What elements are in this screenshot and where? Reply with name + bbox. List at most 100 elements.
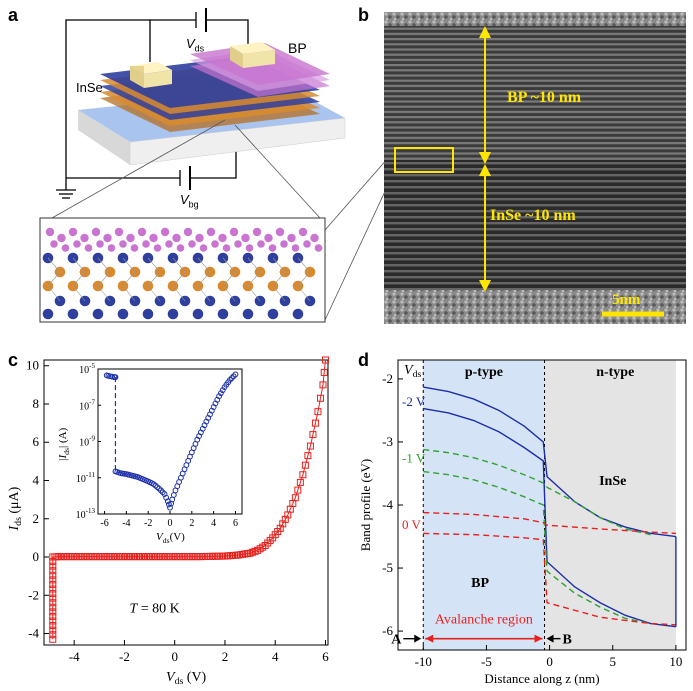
y-tick-label: 10	[26, 358, 39, 373]
bond	[47, 257, 61, 273]
bond	[297, 257, 311, 273]
bp-atom	[280, 240, 288, 248]
bp-atom	[91, 227, 101, 237]
bp-atom	[126, 233, 135, 243]
bp-label: BP	[471, 576, 489, 591]
ids-point	[49, 567, 57, 575]
ids-point	[311, 419, 319, 427]
bp-atom	[50, 240, 58, 248]
bond	[297, 271, 311, 287]
y-tick-label: 4	[33, 473, 40, 488]
bp-atom	[149, 233, 158, 243]
x-tick-label: -4	[69, 649, 80, 664]
bp-atom	[137, 227, 147, 237]
temperature-annotation: T = 80 K	[129, 601, 179, 616]
ids-point	[49, 590, 57, 598]
ids-point	[49, 571, 57, 579]
bp-atom	[241, 233, 250, 243]
ids-point	[49, 622, 57, 630]
tem-inse-thickness: InSe ~10 nm	[490, 207, 576, 224]
tem-highlight-box	[394, 147, 454, 173]
bp-atom	[199, 244, 208, 252]
ids-point	[299, 471, 307, 479]
inse-se-atom	[142, 308, 154, 320]
inset-point	[159, 489, 166, 496]
bond	[147, 285, 161, 302]
x-axis-label: Vds (V)	[166, 670, 207, 687]
band-line	[423, 470, 651, 625]
y-tick-label: 2	[33, 511, 40, 526]
y-tick-label: 8	[33, 396, 40, 411]
bond	[272, 257, 286, 273]
inset-x-tick-label: 6	[233, 518, 238, 529]
bias-label: -2 V	[402, 394, 426, 409]
inse-se-atom	[42, 308, 54, 320]
inse-se-atom	[217, 308, 229, 320]
bp-atom	[114, 227, 124, 237]
ids-point	[306, 442, 314, 450]
bond	[172, 257, 186, 273]
bond	[247, 271, 261, 287]
bond	[197, 257, 211, 273]
ids-point	[49, 631, 57, 639]
bond	[72, 257, 86, 273]
ids-point	[49, 576, 57, 584]
bond	[172, 285, 186, 302]
bp-atom	[218, 233, 227, 243]
bp-atom	[183, 227, 193, 237]
inset-x-tick-label: -6	[100, 518, 108, 529]
band-line	[423, 511, 676, 535]
ids-point	[301, 461, 309, 469]
x-tick-label: 5	[609, 654, 616, 669]
bp-atom	[107, 244, 116, 252]
p-type-label: p-type	[465, 365, 503, 380]
ids-point	[316, 394, 324, 402]
bond	[72, 285, 86, 302]
panel-letter-a: a	[8, 5, 19, 25]
x-tick-label: -10	[415, 654, 432, 669]
y-tick-label: -2	[28, 587, 39, 602]
tem-bp-thickness: BP ~10 nm	[507, 89, 582, 106]
ids-point	[321, 356, 329, 364]
bp-atom	[61, 244, 70, 252]
ids-point	[49, 585, 57, 593]
x-tick-label: 6	[322, 649, 329, 664]
vds-label: Vds	[186, 36, 205, 54]
bp-atom	[68, 227, 78, 237]
x-tick-label: 10	[669, 654, 682, 669]
bond	[72, 271, 86, 287]
bp-atom	[206, 227, 216, 237]
ids-point	[319, 381, 327, 389]
x-tick-label: -2	[119, 649, 130, 664]
inset-x-tick-label: -2	[144, 518, 152, 529]
inset-y-tick-label: 10-9	[79, 435, 95, 449]
tem-image	[384, 12, 686, 324]
bond	[97, 271, 111, 287]
inset-y-tick-label: 10-7	[79, 398, 95, 412]
y-tick-label: 0	[33, 549, 40, 564]
ids-point	[49, 617, 57, 625]
bond	[97, 285, 111, 302]
band-line	[423, 532, 676, 626]
marker-a-label: A	[391, 633, 402, 648]
bond	[47, 285, 61, 302]
inset-point	[158, 487, 164, 494]
ids-point	[314, 408, 322, 416]
panel-letter-d: d	[358, 350, 369, 370]
bp-atom	[160, 227, 170, 237]
bp-atom	[130, 244, 139, 252]
bp-atom	[188, 240, 196, 248]
ids-point	[320, 368, 328, 376]
y-tick-label: -2	[382, 371, 393, 386]
bp-atom	[222, 244, 231, 252]
bp-atom	[291, 244, 300, 252]
bp-atom	[314, 244, 323, 252]
ids-point	[49, 635, 57, 643]
inse-se-atom	[292, 308, 304, 320]
band-line	[423, 386, 676, 538]
y-axis-label: Band profile (eV)	[358, 459, 373, 551]
bp-atom	[142, 240, 150, 248]
